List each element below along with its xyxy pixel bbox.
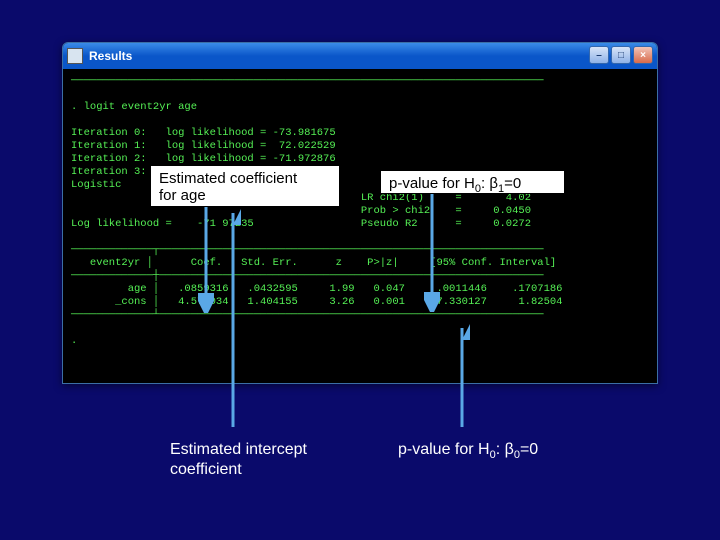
window-title: Results — [89, 49, 132, 63]
tbl-row-cons: _cons │ 4.578034 1.404155 3.26 0.001 7.3… — [71, 296, 562, 308]
callout-estimated-coef: Estimated coefficient for age — [150, 165, 340, 207]
results-window: Results – □ × ──────────────────────────… — [62, 42, 658, 384]
arrow-to-cons-pval — [454, 320, 470, 435]
logit-header: Logistic — [71, 179, 121, 191]
arrow-to-cons-coef — [225, 205, 241, 435]
callout-coef-l2: for age — [159, 187, 206, 204]
arrow-to-age-coef — [198, 205, 214, 313]
pseudo-label: Pseudo R2 — [361, 218, 418, 230]
window-controls: – □ × — [589, 46, 653, 64]
prob-val: 0.0450 — [493, 205, 531, 217]
tbl-hr-mid: ─────────────┼──────────────────────────… — [71, 270, 544, 282]
iter-1: Iteration 1: log likelihood = 72.022529 — [71, 140, 336, 152]
prompt: . — [71, 335, 77, 347]
app-icon — [67, 48, 83, 64]
apc-tail: =0 — [520, 441, 538, 458]
rule-top: ────────────────────────────────────────… — [71, 75, 544, 87]
pseudo-val: 0.0272 — [493, 218, 531, 230]
close-button[interactable]: × — [633, 46, 653, 64]
tbl-headers: event2yr │ Coef. Std. Err. z P>|z| [95% … — [71, 257, 556, 269]
pv-post: : β — [481, 175, 498, 192]
pv-pre: p-value for H — [389, 175, 475, 192]
tbl-hr-bot: ─────────────┴──────────────────────────… — [71, 309, 544, 321]
annot-int-l1: Estimated intercept — [170, 441, 307, 458]
iter-2: Iteration 2: log likelihood = -71.972876 — [71, 153, 336, 165]
tbl-row-age: age │ .0859316 .0432595 1.99 0.047 .0011… — [71, 283, 562, 295]
apc-pre: p-value for H — [398, 441, 490, 458]
terminal-output: ────────────────────────────────────────… — [63, 69, 657, 383]
prob-label: Prob > chi2 — [361, 205, 430, 217]
apc-post: : β — [496, 441, 514, 458]
minimize-button[interactable]: – — [589, 46, 609, 64]
annot-pvalue-cons: p-value for H0: β0=0 — [398, 440, 638, 465]
callout-coef-l1: Estimated coefficient — [159, 170, 297, 187]
callout-pvalue: p-value for H0: β1=0 — [380, 170, 565, 194]
maximize-button[interactable]: □ — [611, 46, 631, 64]
annot-int-l2: coefficient — [170, 461, 242, 478]
iter-0: Iteration 0: log likelihood = -73.981675 — [71, 127, 336, 139]
pv-tail: =0 — [504, 175, 521, 192]
annot-intercept: Estimated intercept coefficient — [170, 440, 370, 480]
title-bar[interactable]: Results – □ × — [63, 43, 657, 69]
tbl-hr-top: ─────────────┬──────────────────────────… — [71, 244, 544, 256]
arrow-to-age-pval — [424, 192, 440, 312]
cmd-line: . logit event2yr age — [71, 101, 197, 113]
